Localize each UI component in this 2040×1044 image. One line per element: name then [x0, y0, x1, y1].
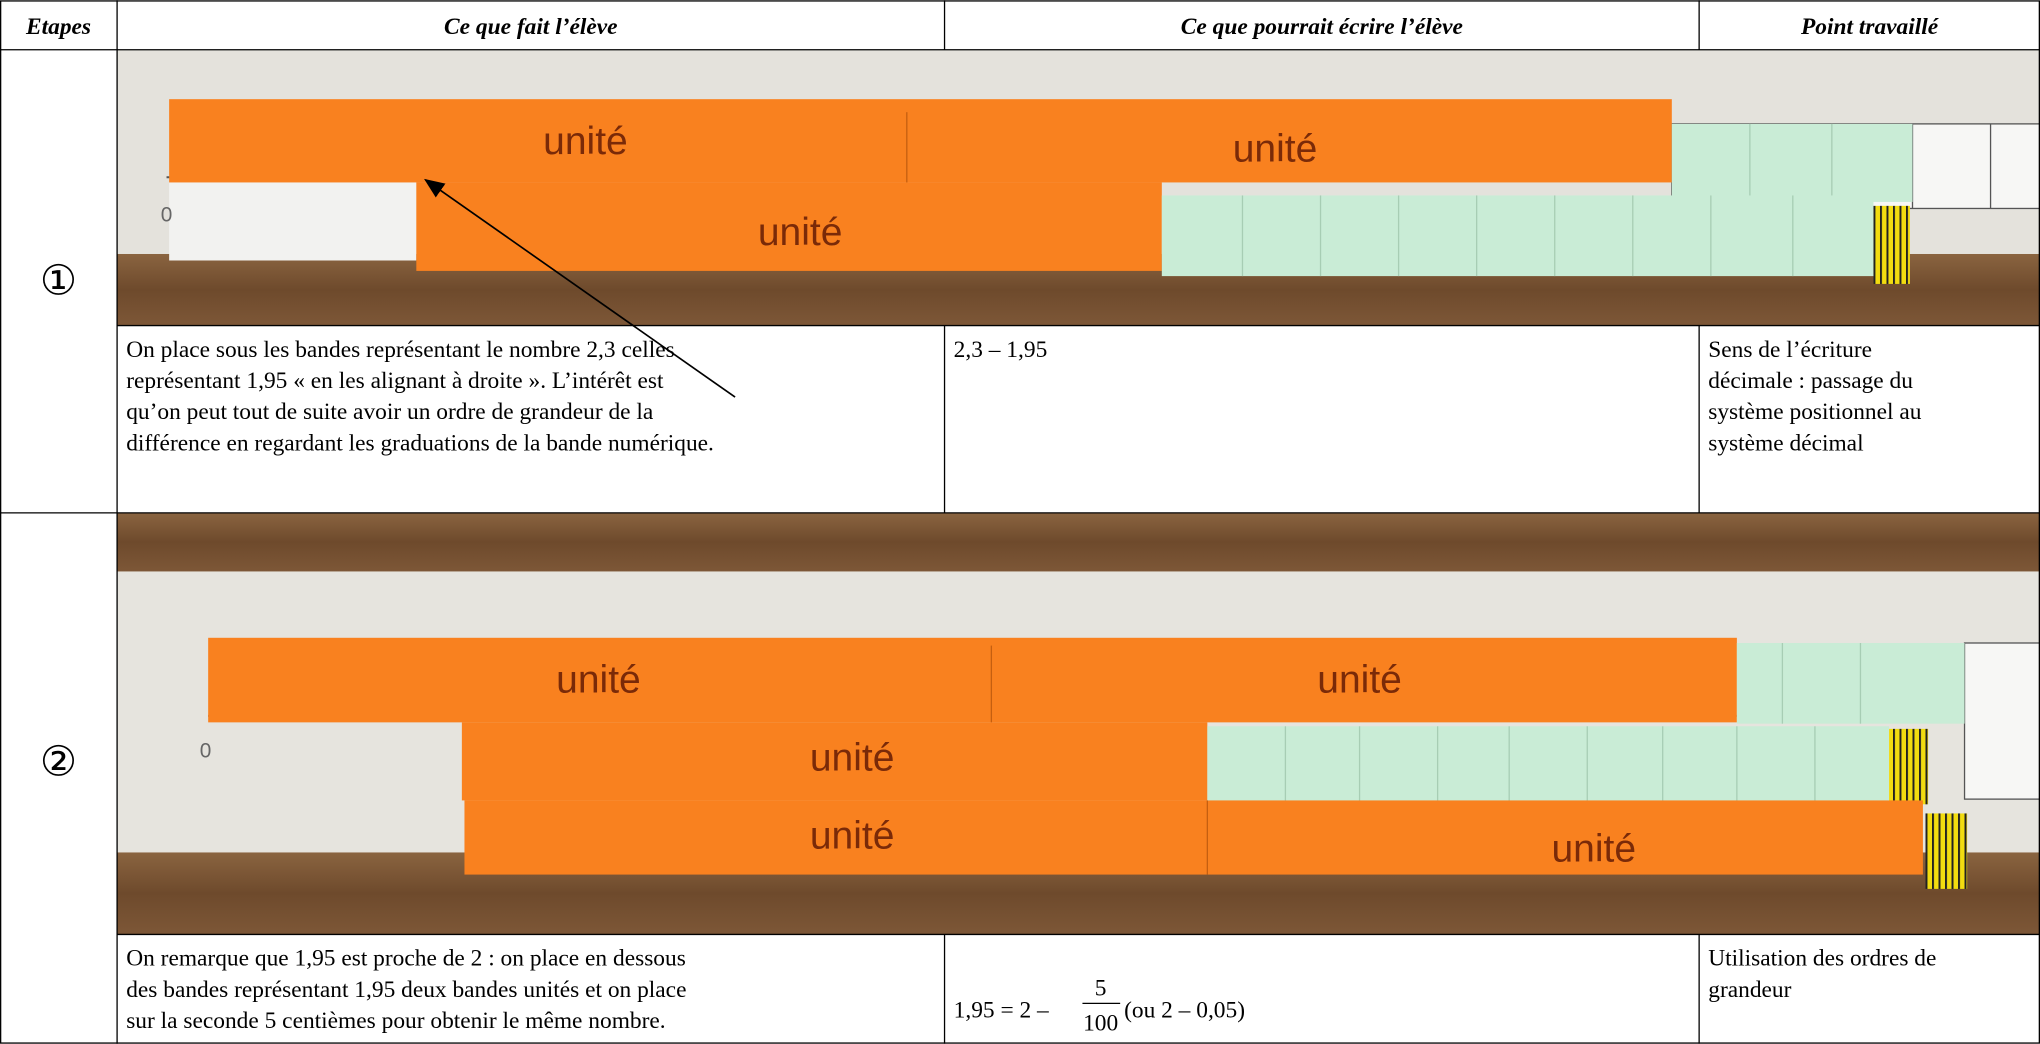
text-line: qu’on peut tout de suite avoir un ordre …	[126, 399, 654, 425]
text-line: système décimal	[1708, 430, 1864, 456]
header-cell: Point travaillé	[1800, 14, 1940, 40]
photo: unité unité unité unité unité 0	[117, 512, 2040, 935]
formula: 1,95 = 2 – 5 100 (ou 2 – 0,05)	[954, 976, 1245, 1037]
numerator: 5	[1095, 976, 1107, 1002]
band-label: unité	[1551, 828, 1636, 871]
header-row: Etapes Ce que fait l’élève Ce que pourra…	[25, 14, 1940, 40]
band-label: unité	[543, 120, 628, 163]
header-cell: Etapes	[25, 14, 91, 40]
text-line: sur la seconde 5 centièmes pour obtenir …	[126, 1008, 665, 1034]
band-label: unité	[758, 211, 843, 254]
step-number: ①	[40, 258, 77, 304]
band-label: unité	[810, 815, 895, 858]
header-cell: Ce que fait l’élève	[444, 14, 618, 40]
scale-zero: 0	[200, 739, 212, 762]
formula-text: (ou 2 – 0,05)	[1124, 998, 1245, 1024]
band-label: unité	[556, 658, 641, 701]
text-line: différence en regardant les graduations …	[126, 430, 714, 456]
text-line: représentant 1,95 « en les alignant à dr…	[126, 368, 664, 394]
text-line: On remarque que 1,95 est proche de 2 : o…	[126, 946, 686, 972]
writing-text: 2,3 – 1,95	[954, 337, 1048, 363]
action-text: On place sous les bandes représentant le…	[126, 337, 714, 457]
band-label: unité	[810, 736, 895, 779]
point-text: Sens de l’écriture décimale : passage du…	[1708, 337, 1922, 457]
text-line: Sens de l’écriture	[1708, 337, 1872, 363]
text-line: Utilisation des ordres de	[1708, 946, 1936, 972]
band-label: unité	[1317, 658, 1402, 701]
formula-text: 1,95 = 2 –	[954, 998, 1049, 1024]
step-number: ②	[40, 740, 77, 786]
action-text: On remarque que 1,95 est proche de 2 : o…	[126, 946, 686, 1034]
denominator: 100	[1083, 1011, 1118, 1037]
photo: unité unité unité 0	[117, 49, 2040, 326]
text-line: des bandes représentant 1,95 deux bandes…	[126, 977, 686, 1003]
text-line: grandeur	[1708, 977, 1791, 1003]
header-cell: Ce que pourrait écrire l’élève	[1181, 14, 1463, 40]
text-line: On place sous les bandes représentant le…	[126, 337, 675, 363]
arrow	[424, 178, 736, 398]
band-label: unité	[1233, 128, 1318, 171]
scale-zero: 0	[161, 203, 173, 226]
point-text: Utilisation des ordres de grandeur	[1708, 946, 1936, 1003]
text-line: décimale : passage du	[1708, 368, 1913, 394]
text-line: système positionnel au	[1708, 399, 1922, 425]
